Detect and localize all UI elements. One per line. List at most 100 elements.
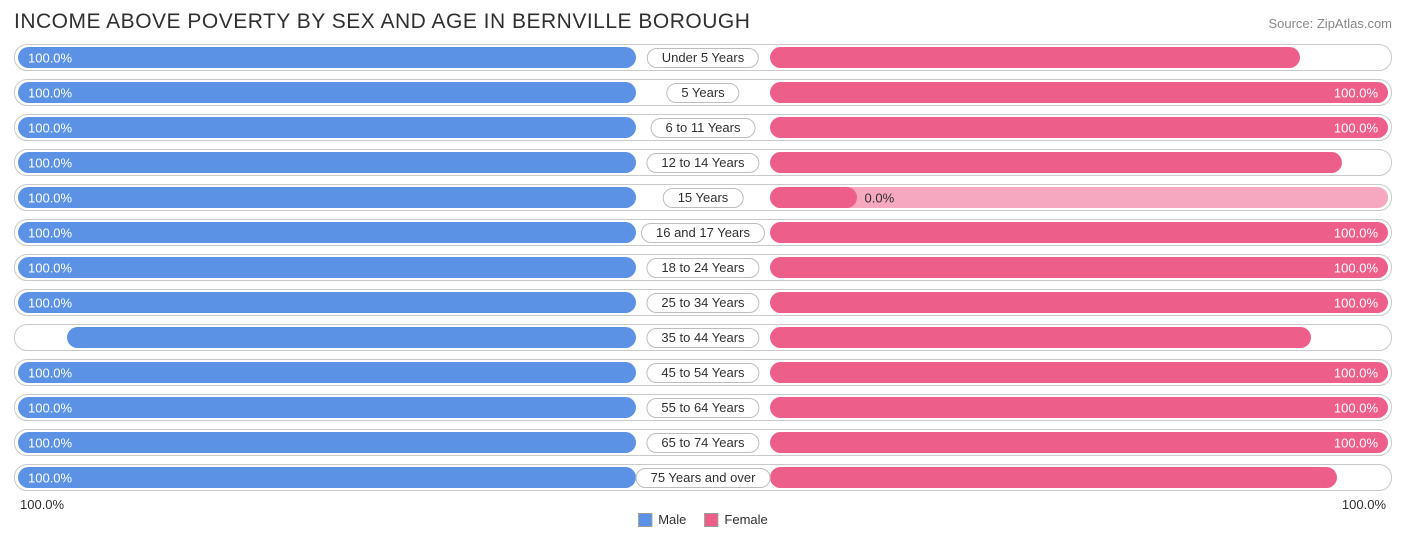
female-bar bbox=[770, 152, 1342, 173]
female-bar bbox=[770, 292, 1388, 313]
female-half: 100.0% bbox=[770, 222, 1388, 243]
category-label: 75 Years and over bbox=[636, 468, 771, 488]
male-half: 100.0% bbox=[18, 222, 636, 243]
male-bar bbox=[18, 432, 636, 453]
legend-label-male: Male bbox=[658, 512, 686, 527]
chart-row: 100.0% 100.0% 6 to 11 Years bbox=[14, 114, 1392, 141]
male-bar bbox=[18, 152, 636, 173]
female-half: 92.6% bbox=[770, 152, 1388, 173]
female-bar bbox=[770, 47, 1300, 68]
female-half: 87.5% bbox=[770, 327, 1388, 348]
chart-row: 100.0% 100.0%16 and 17 Years bbox=[14, 219, 1392, 246]
male-half: 100.0% bbox=[18, 432, 636, 453]
chart-row: 100.0% 85.7% Under 5 Years bbox=[14, 44, 1392, 71]
female-bar bbox=[770, 362, 1388, 383]
category-label: Under 5 Years bbox=[647, 48, 759, 68]
male-bar bbox=[18, 222, 636, 243]
male-half: 100.0% bbox=[18, 257, 636, 278]
female-track bbox=[770, 187, 1388, 208]
axis-labels: 100.0% 100.0% bbox=[14, 497, 1392, 512]
male-bar bbox=[18, 397, 636, 418]
axis-left-label: 100.0% bbox=[20, 497, 64, 512]
female-half: 100.0% bbox=[770, 117, 1388, 138]
axis-right-label: 100.0% bbox=[1342, 497, 1386, 512]
chart-row: 100.0% 100.0% 18 to 24 Years bbox=[14, 254, 1392, 281]
male-bar bbox=[18, 117, 636, 138]
female-half: 0.0% bbox=[770, 187, 1388, 208]
category-label: 18 to 24 Years bbox=[646, 258, 759, 278]
female-bar bbox=[770, 222, 1388, 243]
chart-row: 100.0% 100.0% 25 to 34 Years bbox=[14, 289, 1392, 316]
legend-item-male: Male bbox=[638, 512, 686, 527]
chart-source: Source: ZipAtlas.com bbox=[1268, 16, 1392, 31]
male-half: 100.0% bbox=[18, 187, 636, 208]
category-label: 35 to 44 Years bbox=[646, 328, 759, 348]
female-half: 100.0% bbox=[770, 292, 1388, 313]
male-half: 100.0% bbox=[18, 397, 636, 418]
chart-row: 100.0% 91.7% 75 Years and over bbox=[14, 464, 1392, 491]
male-half: 100.0% bbox=[18, 47, 636, 68]
female-bar bbox=[770, 327, 1311, 348]
category-label: 45 to 54 Years bbox=[646, 363, 759, 383]
female-half: 100.0% bbox=[770, 362, 1388, 383]
category-label: 55 to 64 Years bbox=[646, 398, 759, 418]
female-half: 100.0% bbox=[770, 397, 1388, 418]
female-value-label: 85.7% bbox=[1341, 50, 1378, 65]
male-half: 92.0% bbox=[18, 327, 636, 348]
chart-header: INCOME ABOVE POVERTY BY SEX AND AGE IN B… bbox=[14, 10, 1392, 34]
category-label: 16 and 17 Years bbox=[641, 223, 765, 243]
legend: Male Female bbox=[638, 512, 768, 527]
female-value-label: 91.7% bbox=[1341, 470, 1378, 485]
female-half: 100.0% bbox=[770, 257, 1388, 278]
male-bar bbox=[18, 292, 636, 313]
female-half: 100.0% bbox=[770, 82, 1388, 103]
category-label: 12 to 14 Years bbox=[646, 153, 759, 173]
female-bar bbox=[770, 187, 857, 208]
chart-row: 100.0% 100.0% 65 to 74 Years bbox=[14, 429, 1392, 456]
chart-row: 100.0% 100.0% 55 to 64 Years bbox=[14, 394, 1392, 421]
category-label: 6 to 11 Years bbox=[651, 118, 756, 138]
female-bar bbox=[770, 117, 1388, 138]
female-half: 85.7% bbox=[770, 47, 1388, 68]
female-bar bbox=[770, 397, 1388, 418]
female-bar bbox=[770, 82, 1388, 103]
legend-item-female: Female bbox=[704, 512, 767, 527]
category-label: 25 to 34 Years bbox=[646, 293, 759, 313]
female-half: 91.7% bbox=[770, 467, 1388, 488]
chart-footer: 100.0% 100.0% Male Female bbox=[14, 497, 1392, 517]
male-half: 100.0% bbox=[18, 152, 636, 173]
chart-row: 92.0% 87.5% 35 to 44 Years bbox=[14, 324, 1392, 351]
male-half: 100.0% bbox=[18, 292, 636, 313]
legend-swatch-male bbox=[638, 513, 652, 527]
male-half: 100.0% bbox=[18, 362, 636, 383]
chart-rows: 100.0% 85.7% Under 5 Years 100.0% 100.0% 5 Ye… bbox=[14, 44, 1392, 491]
butterfly-chart: INCOME ABOVE POVERTY BY SEX AND AGE IN B… bbox=[0, 0, 1406, 525]
female-value-label: 92.6% bbox=[1341, 155, 1378, 170]
male-bar bbox=[18, 82, 636, 103]
chart-row: 100.0% 100.0% 45 to 54 Years bbox=[14, 359, 1392, 386]
male-bar bbox=[18, 362, 636, 383]
male-half: 100.0% bbox=[18, 82, 636, 103]
chart-row: 100.0% 0.0% 15 Years bbox=[14, 184, 1392, 211]
male-bar bbox=[18, 467, 636, 488]
chart-title: INCOME ABOVE POVERTY BY SEX AND AGE IN B… bbox=[14, 10, 750, 34]
male-value-label: 92.0% bbox=[28, 330, 65, 345]
male-half: 100.0% bbox=[18, 117, 636, 138]
category-label: 15 Years bbox=[663, 188, 744, 208]
male-bar bbox=[18, 187, 636, 208]
male-bar bbox=[18, 47, 636, 68]
legend-label-female: Female bbox=[724, 512, 767, 527]
male-bar bbox=[67, 327, 636, 348]
female-bar bbox=[770, 467, 1337, 488]
legend-swatch-female bbox=[704, 513, 718, 527]
chart-row: 100.0% 92.6% 12 to 14 Years bbox=[14, 149, 1392, 176]
female-bar bbox=[770, 257, 1388, 278]
female-bar bbox=[770, 432, 1388, 453]
category-label: 5 Years bbox=[666, 83, 739, 103]
female-half: 100.0% bbox=[770, 432, 1388, 453]
female-value-label: 87.5% bbox=[1341, 330, 1378, 345]
male-bar bbox=[18, 257, 636, 278]
chart-row: 100.0% 100.0% 5 Years bbox=[14, 79, 1392, 106]
category-label: 65 to 74 Years bbox=[646, 433, 759, 453]
male-half: 100.0% bbox=[18, 467, 636, 488]
